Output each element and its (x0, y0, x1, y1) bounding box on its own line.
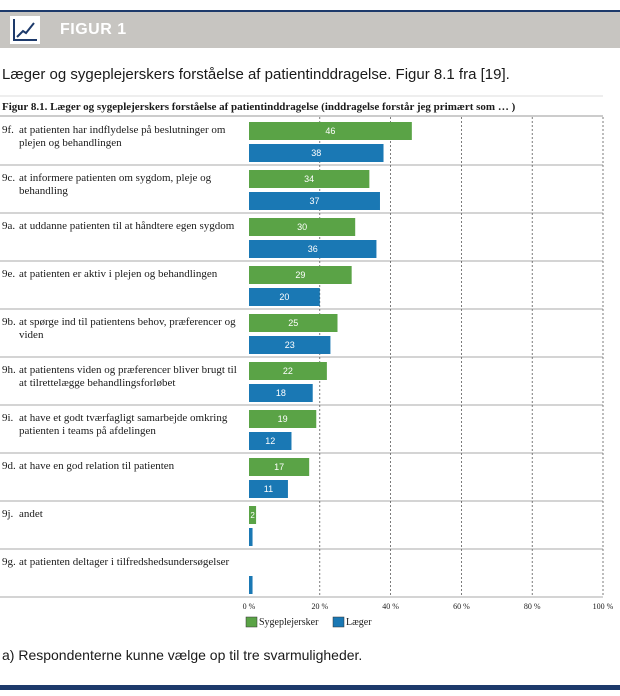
bar-value-label: 17 (274, 462, 284, 472)
category-code: 9j. (2, 508, 14, 520)
category-code: 9d. (2, 460, 16, 472)
bar-sygeplejersker (249, 170, 370, 188)
category-label: 9g. at patienten deltager i tilfredshedsu… (2, 556, 248, 586)
category-code: 9g. (2, 556, 16, 568)
chart-title: Figur 8.1. Læger og sygeplejerskers fors… (2, 101, 516, 113)
category-text: at have en god relation til patienten (19, 460, 175, 472)
category-code: 9c. (2, 172, 16, 184)
bar-value-label: 37 (309, 196, 319, 206)
x-tick-label: 40 % (382, 602, 399, 611)
bar-value-label: 12 (265, 436, 275, 446)
bar-value-label: 30 (297, 222, 307, 232)
bar-value-label: 29 (295, 270, 305, 280)
category-label: 9e. at patienten er aktiv i plejen og beh… (2, 268, 248, 298)
bar-sygeplejersker (249, 122, 412, 140)
bar-sygeplejersker (249, 314, 338, 332)
legend-label: Sygeplejersker (259, 617, 319, 628)
x-tick-label: 60 % (453, 602, 470, 611)
category-label: 9b. at spørge ind til patientens behov, p… (2, 316, 248, 346)
top-rule (0, 10, 620, 12)
bar-value-label: 36 (308, 244, 318, 254)
x-tick-label: 20 % (311, 602, 328, 611)
bar-laeger (249, 336, 331, 354)
category-text: at patienten deltager i tilfredshedsunde… (19, 556, 230, 568)
bar-value-label: 11 (264, 484, 273, 494)
category-code: 9i. (2, 412, 14, 424)
category-text: at spørge ind til patientens behov, præf… (19, 316, 236, 341)
bar-value-label: 23 (285, 340, 295, 350)
bar-sygeplejersker (249, 266, 352, 284)
category-label: 9d. at have en god relation til patienten (2, 460, 248, 490)
bar-value-label: 38 (311, 148, 321, 158)
chart-icon (10, 16, 40, 44)
legend-label: Læger (346, 617, 372, 628)
bar-laeger (249, 144, 384, 162)
category-text: at patientens viden og præferencer blive… (19, 364, 237, 389)
category-text: at patienten er aktiv i plejen og behand… (19, 268, 218, 280)
bar-laeger (249, 528, 253, 546)
bar-sygeplejersker (249, 458, 310, 476)
bar-laeger (249, 480, 288, 498)
bar-value-label: 34 (304, 174, 314, 184)
category-label: 9h. at patientens viden og præferencer bl… (2, 364, 248, 394)
bar-value-label: 18 (276, 388, 286, 398)
legend-swatch (332, 616, 345, 628)
category-text: at have et godt tværfagligt samarbejde o… (19, 412, 228, 437)
bar-laeger (249, 432, 292, 450)
bar-laeger (249, 384, 313, 402)
bar-value-label: 19 (278, 414, 288, 424)
bar-sygeplejersker (249, 362, 327, 380)
bar-value-label: 2 (250, 511, 255, 520)
bottom-rule (0, 685, 620, 690)
bar-sygeplejersker (249, 506, 257, 524)
x-tick-label: 80 % (524, 602, 541, 611)
category-code: 9h. (2, 364, 16, 376)
bar-laeger (249, 240, 377, 258)
bar-value-label: 22 (283, 366, 293, 376)
banner-title: FIGUR 1 (60, 21, 127, 38)
bar-laeger (249, 288, 320, 306)
category-code: 9f. (2, 124, 14, 136)
bar-sygeplejersker (249, 410, 317, 428)
legend-swatch (245, 616, 258, 628)
bar-value-label: 46 (325, 126, 335, 136)
category-text: andet (19, 508, 43, 520)
bar-laeger (249, 576, 253, 594)
bar-value-label: 20 (279, 292, 289, 302)
figure-banner (0, 12, 620, 48)
bar-value-label: 25 (288, 318, 298, 328)
bar-laeger (249, 192, 380, 210)
category-label: 9i. at have et godt tværfagligt samarbejd… (2, 412, 248, 442)
category-label: 9f. at patienten har indflydelse på beslu… (2, 124, 248, 154)
category-code: 9e. (2, 268, 16, 280)
category-text: at informere patienten om sygdom, pleje … (19, 172, 212, 197)
category-label: 9c. at informere patienten om sygdom, ple… (2, 172, 248, 202)
figure-caption: Læger og sygeplejerskers forståelse af p… (2, 66, 510, 83)
x-tick-label: 100 % (593, 602, 614, 611)
category-code: 9a. (2, 220, 16, 232)
footnote: a) Respondenterne kunne vælge op til tre… (2, 647, 363, 663)
category-label: 9j. andet (2, 508, 248, 538)
category-text: at uddanne patienten til at håndtere ege… (19, 220, 235, 232)
category-text: at patienten har indflydelse på beslutni… (19, 124, 226, 149)
bar-sygeplejersker (249, 218, 356, 236)
category-label: 9a. at uddanne patienten til at håndtere … (2, 220, 248, 250)
x-tick-label: 0 % (243, 602, 256, 611)
category-code: 9b. (2, 316, 16, 328)
